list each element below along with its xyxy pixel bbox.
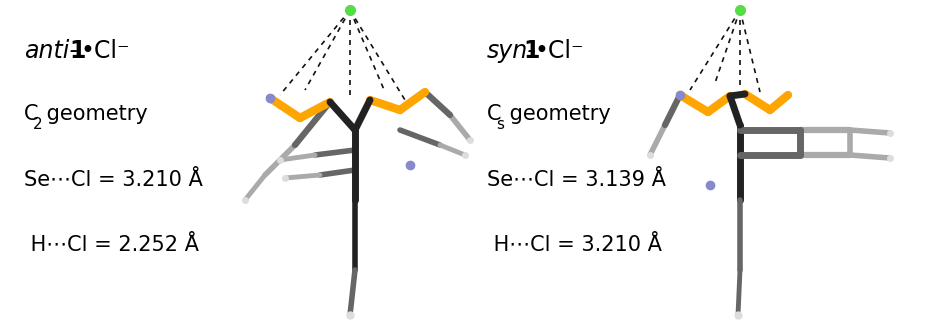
Text: Se⋯Cl = 3.210 Å: Se⋯Cl = 3.210 Å [24,170,202,189]
Text: s: s [496,117,504,132]
Text: anti-: anti- [24,39,77,63]
Text: H⋯Cl = 3.210 Å: H⋯Cl = 3.210 Å [486,235,661,255]
Text: C: C [24,104,38,124]
Text: 1: 1 [523,39,539,63]
Text: Se⋯Cl = 3.139 Å: Se⋯Cl = 3.139 Å [486,170,665,189]
Text: •Cl⁻: •Cl⁻ [534,39,583,63]
Text: 2: 2 [33,117,42,132]
Text: •Cl⁻: •Cl⁻ [80,39,130,63]
Text: H⋯Cl = 2.252 Å: H⋯Cl = 2.252 Å [24,235,198,255]
Text: syn-: syn- [486,39,536,63]
Text: C: C [486,104,500,124]
Text: geometry: geometry [41,104,148,124]
Text: 1: 1 [70,39,86,63]
Text: geometry: geometry [503,104,611,124]
